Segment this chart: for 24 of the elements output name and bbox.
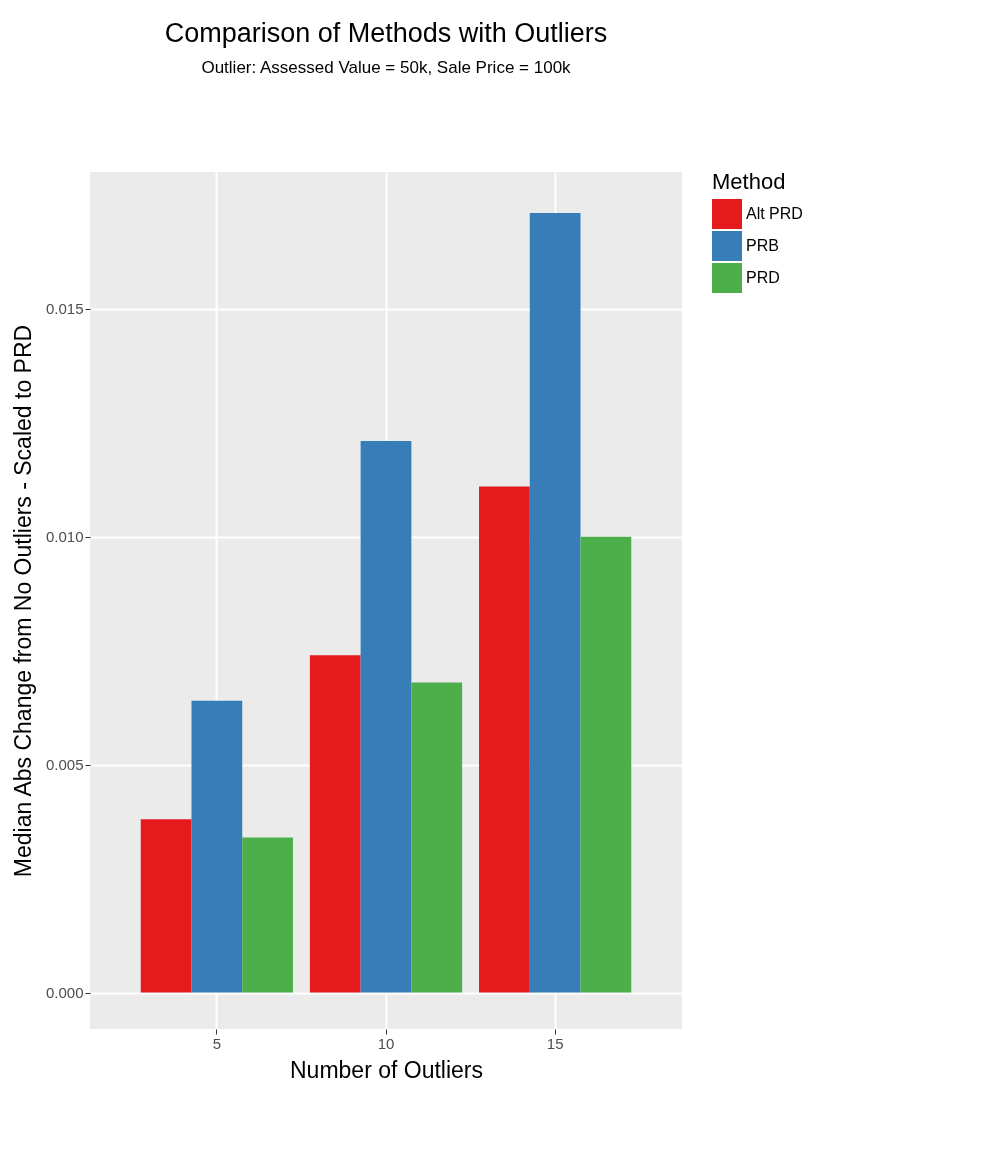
chart-title: Comparison of Methods with Outliers bbox=[164, 18, 608, 48]
bar bbox=[191, 700, 243, 993]
legend-label: PRB bbox=[746, 237, 779, 254]
bar bbox=[411, 682, 463, 993]
y-axis-title: Median Abs Change from No Outliers - Scaled to PRD bbox=[9, 324, 36, 878]
y-tick-label: 0.005 bbox=[45, 756, 84, 774]
legend-title: Method bbox=[712, 169, 786, 194]
bar bbox=[360, 440, 412, 993]
legend-label: Alt PRD bbox=[746, 205, 803, 222]
bar bbox=[580, 536, 632, 993]
bar bbox=[309, 655, 361, 993]
bar bbox=[140, 819, 192, 993]
chart-subtitle: Outlier: Assessed Value = 50k, Sale Price = 100k bbox=[201, 58, 572, 77]
y-tick-label: 0.000 bbox=[45, 984, 84, 1002]
bar bbox=[242, 837, 293, 993]
bar bbox=[529, 213, 581, 993]
legend-label: PRD bbox=[746, 269, 780, 286]
x-axis-title: Number of Outliers bbox=[289, 1056, 484, 1083]
bar bbox=[479, 486, 530, 993]
x-tick-label: 5 bbox=[212, 1034, 222, 1052]
y-tick-label: 0.010 bbox=[45, 528, 84, 546]
y-tick-label: 0.015 bbox=[45, 300, 84, 318]
x-tick-label: 10 bbox=[377, 1034, 395, 1052]
x-tick-label: 15 bbox=[546, 1034, 564, 1052]
